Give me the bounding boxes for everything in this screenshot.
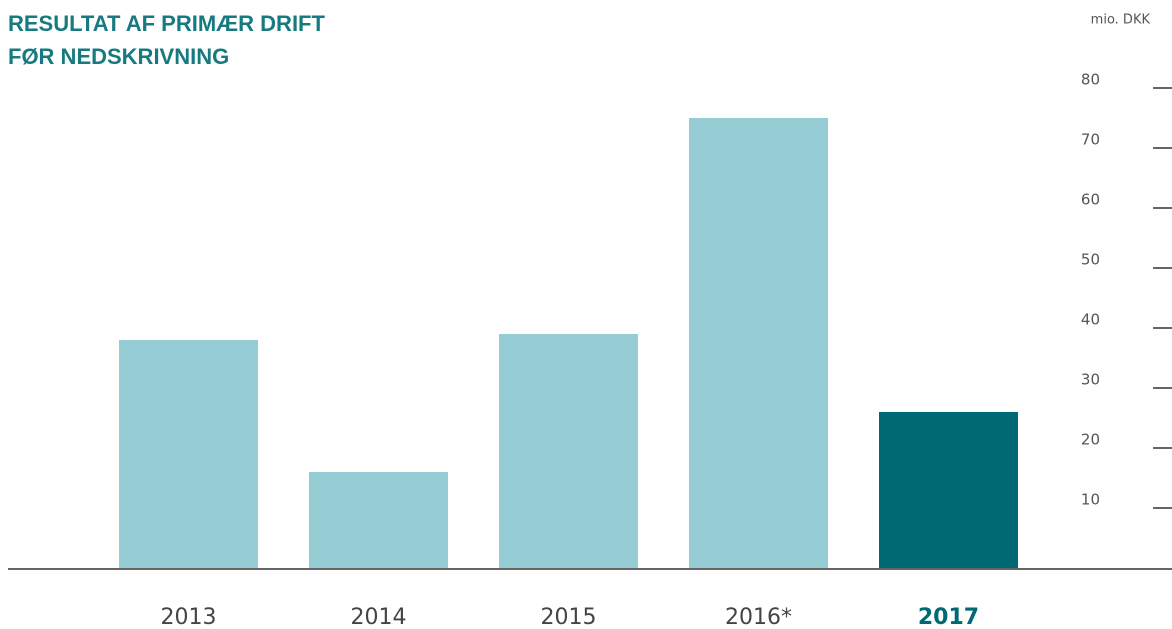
y-tick-label: 80 xyxy=(1081,71,1100,89)
bar xyxy=(879,412,1018,568)
y-tick-label: 30 xyxy=(1081,371,1100,389)
chart-title: FØR NEDSKRIVNING xyxy=(8,44,229,69)
chart-title: RESULTAT AF PRIMÆR DRIFT xyxy=(8,11,325,36)
unit-label: mio. DKK xyxy=(1091,13,1151,28)
y-tick-label: 50 xyxy=(1081,251,1100,269)
bar xyxy=(499,334,638,568)
x-tick-label: 2015 xyxy=(541,605,597,629)
bar xyxy=(689,118,828,568)
bar xyxy=(309,472,448,568)
x-tick-label: 2013 xyxy=(161,605,217,629)
x-tick-label: 2016* xyxy=(725,605,792,629)
y-tick-label: 20 xyxy=(1081,431,1100,449)
bar xyxy=(119,340,258,568)
y-tick-label: 10 xyxy=(1081,491,1100,509)
y-tick-label: 70 xyxy=(1081,131,1100,149)
y-tick-label: 40 xyxy=(1081,311,1100,329)
x-tick-label: 2017 xyxy=(918,605,979,629)
x-tick-label: 2014 xyxy=(351,605,407,629)
y-tick-label: 60 xyxy=(1081,191,1100,209)
